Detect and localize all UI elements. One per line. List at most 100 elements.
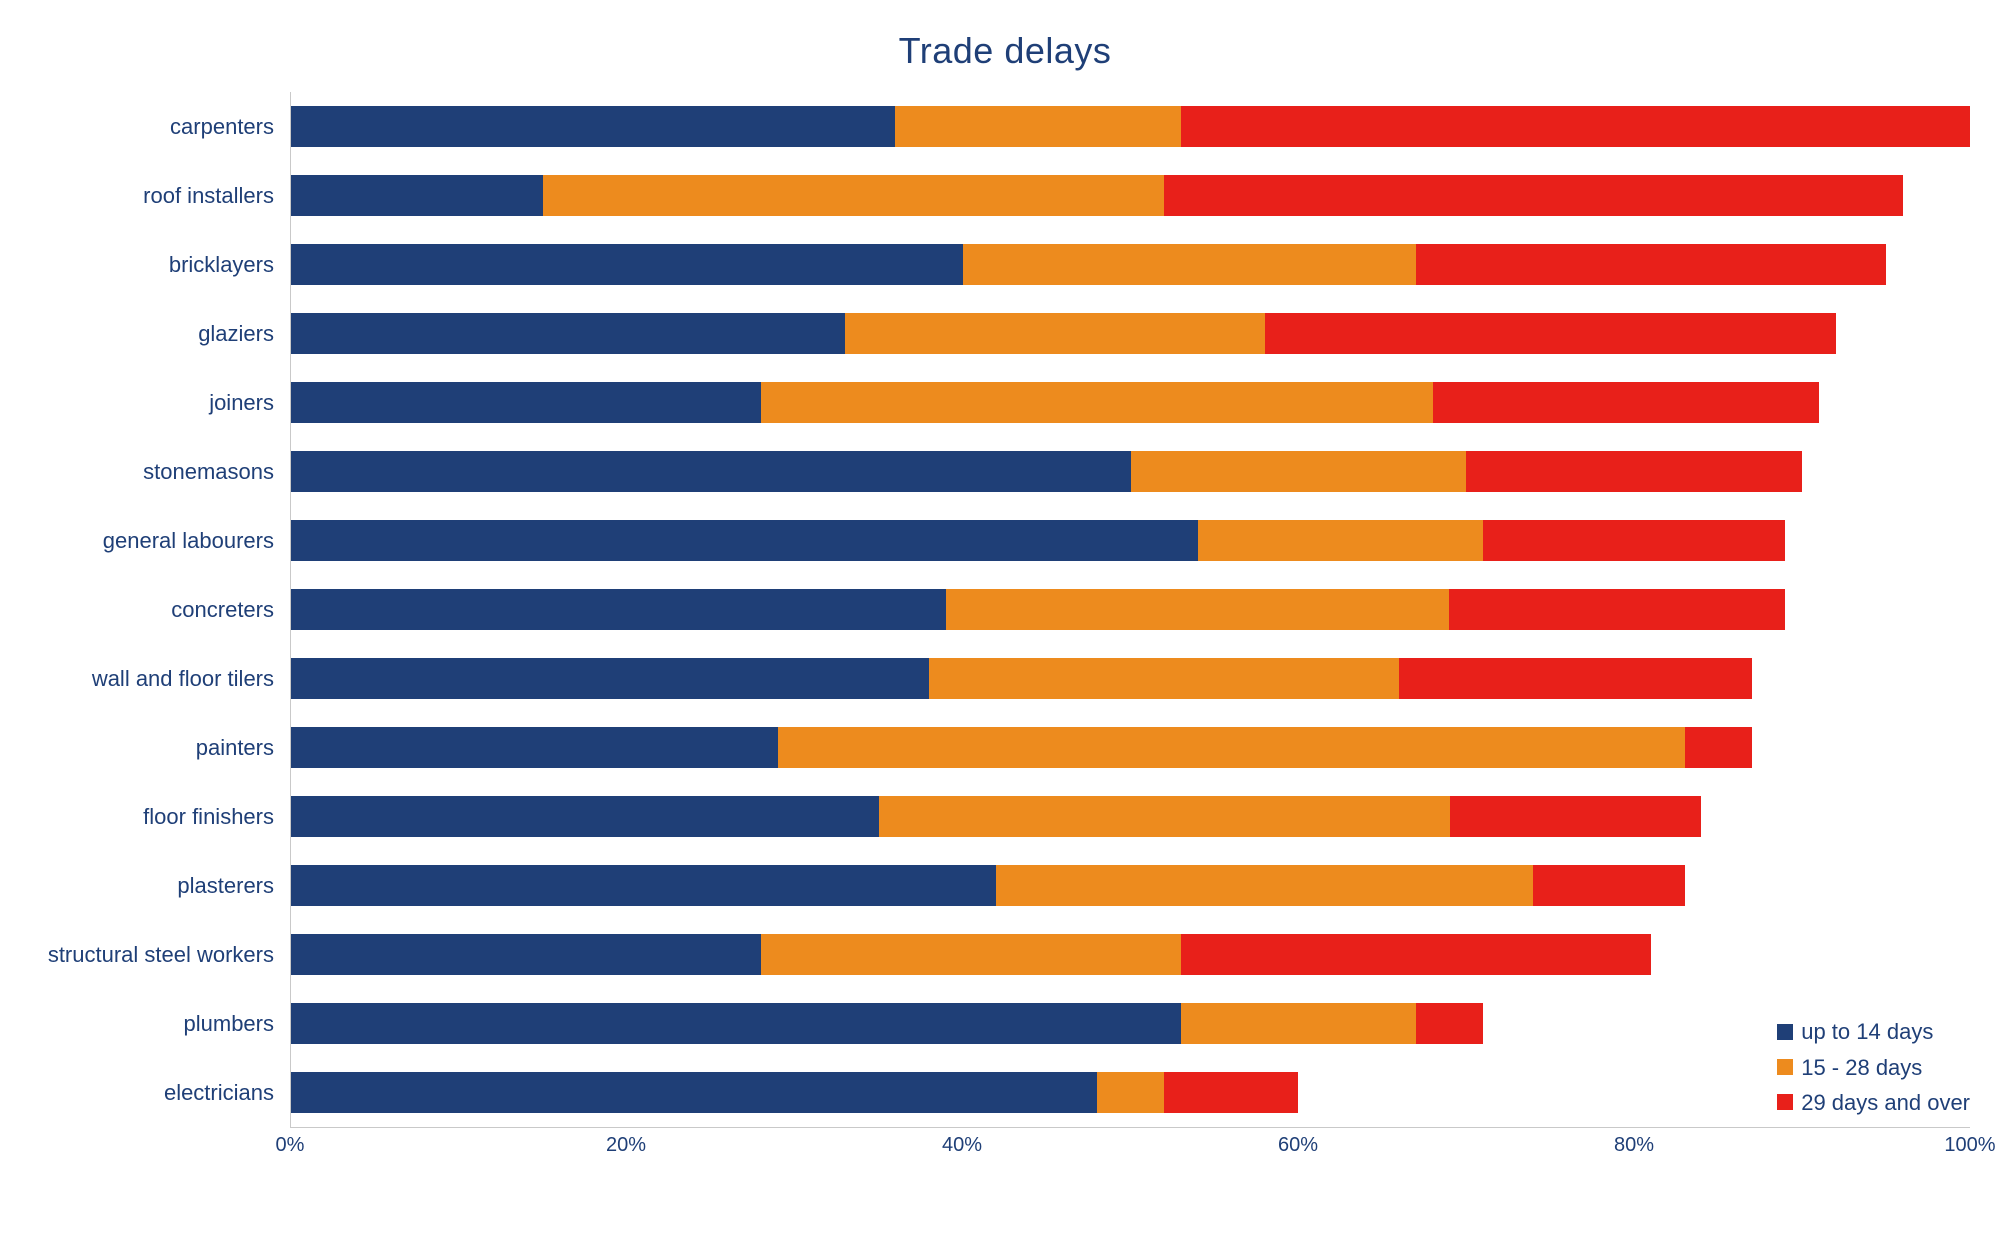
bar-row [291, 989, 1970, 1058]
x-tick: 80% [1614, 1134, 1654, 1157]
bar-segment [1450, 796, 1702, 836]
x-tick: 40% [942, 1134, 982, 1157]
bar-segment [291, 244, 963, 284]
chart-title: Trade delays [40, 30, 1970, 72]
stacked-bar [291, 589, 1970, 629]
bar-segment [291, 1072, 1097, 1112]
stacked-bar [291, 382, 1970, 422]
bar-segment [1533, 865, 1684, 905]
stacked-bar [291, 865, 1970, 905]
y-label: general labourers [40, 506, 290, 575]
bar-segment [996, 865, 1533, 905]
stacked-bar [291, 244, 1970, 284]
bar-segment [291, 106, 895, 146]
bar-segment [1416, 1003, 1483, 1043]
y-label: wall and floor tilers [40, 644, 290, 713]
stacked-bar [291, 106, 1970, 146]
bar-segment [778, 727, 1685, 767]
stacked-bar [291, 796, 1970, 836]
bar-segment [291, 175, 543, 215]
bar-segment [291, 313, 845, 353]
stacked-bar [291, 934, 1970, 974]
bar-segment [963, 244, 1416, 284]
stacked-bar [291, 520, 1970, 560]
legend-item: up to 14 days [1777, 1014, 1970, 1049]
plot-area: carpentersroof installersbricklayersglaz… [40, 92, 1970, 1162]
y-label: roof installers [40, 161, 290, 230]
x-tick: 0% [276, 1134, 305, 1157]
bar-segment [1181, 106, 1970, 146]
legend-swatch [1777, 1024, 1793, 1040]
stacked-bar [291, 451, 1970, 491]
x-tick: 20% [606, 1134, 646, 1157]
bar-segment [946, 589, 1450, 629]
bar-segment [1449, 589, 1785, 629]
y-axis-labels: carpentersroof installersbricklayersglaz… [40, 92, 290, 1128]
y-label: bricklayers [40, 230, 290, 299]
y-label: joiners [40, 368, 290, 437]
bar-segment [1181, 934, 1651, 974]
bar-segment [761, 382, 1433, 422]
stacked-bar [291, 1003, 1970, 1043]
y-label: glaziers [40, 299, 290, 368]
bar-segment [291, 1003, 1181, 1043]
bar-segment [1685, 727, 1752, 767]
legend-swatch [1777, 1094, 1793, 1110]
bar-segment [1265, 313, 1836, 353]
legend-label: 29 days and over [1801, 1085, 1970, 1120]
bar-row [291, 299, 1970, 368]
bar-row [291, 1058, 1970, 1127]
legend-swatch [1777, 1059, 1793, 1075]
bar-row [291, 506, 1970, 575]
bar-row [291, 644, 1970, 713]
bar-row [291, 575, 1970, 644]
bar-segment [1198, 520, 1483, 560]
bar-row [291, 851, 1970, 920]
bar-segment [845, 313, 1265, 353]
bar-segment [291, 658, 929, 698]
x-axis: 0%20%40%60%80%100% [290, 1128, 1970, 1162]
bar-segment [1131, 451, 1467, 491]
y-label: painters [40, 713, 290, 782]
bar-row [291, 920, 1970, 989]
bar-segment [291, 727, 778, 767]
bar-row [291, 161, 1970, 230]
stacked-bar [291, 658, 1970, 698]
legend-label: up to 14 days [1801, 1014, 1933, 1049]
y-label: structural steel workers [40, 920, 290, 989]
bar-segment [1181, 1003, 1416, 1043]
y-label: concreters [40, 575, 290, 644]
bar-segment [1164, 175, 1903, 215]
x-tick: 100% [1944, 1134, 1995, 1157]
bar-segment [1399, 658, 1752, 698]
bar-segment [929, 658, 1399, 698]
bar-segment [1466, 451, 1802, 491]
bar-segment [895, 106, 1180, 146]
bar-segment [1483, 520, 1785, 560]
bar-segment [543, 175, 1164, 215]
stacked-bar [291, 1072, 1970, 1112]
y-label: floor finishers [40, 782, 290, 851]
bar-segment [761, 934, 1181, 974]
bar-row [291, 782, 1970, 851]
bar-segment [879, 796, 1450, 836]
legend: up to 14 days15 - 28 days29 days and ove… [1777, 1014, 1970, 1120]
bar-row [291, 92, 1970, 161]
bar-segment [291, 589, 946, 629]
bar-segment [291, 934, 761, 974]
bar-segment [291, 865, 996, 905]
bar-row [291, 368, 1970, 437]
bar-row [291, 437, 1970, 506]
legend-item: 29 days and over [1777, 1085, 1970, 1120]
legend-item: 15 - 28 days [1777, 1050, 1970, 1085]
bar-row [291, 230, 1970, 299]
y-label: electricians [40, 1058, 290, 1127]
bar-segment [291, 451, 1131, 491]
legend-label: 15 - 28 days [1801, 1050, 1922, 1085]
bars-area [290, 92, 1970, 1128]
bar-segment [1097, 1072, 1164, 1112]
y-label: stonemasons [40, 437, 290, 506]
bar-row [291, 713, 1970, 782]
bar-segment [1164, 1072, 1298, 1112]
stacked-bar [291, 727, 1970, 767]
